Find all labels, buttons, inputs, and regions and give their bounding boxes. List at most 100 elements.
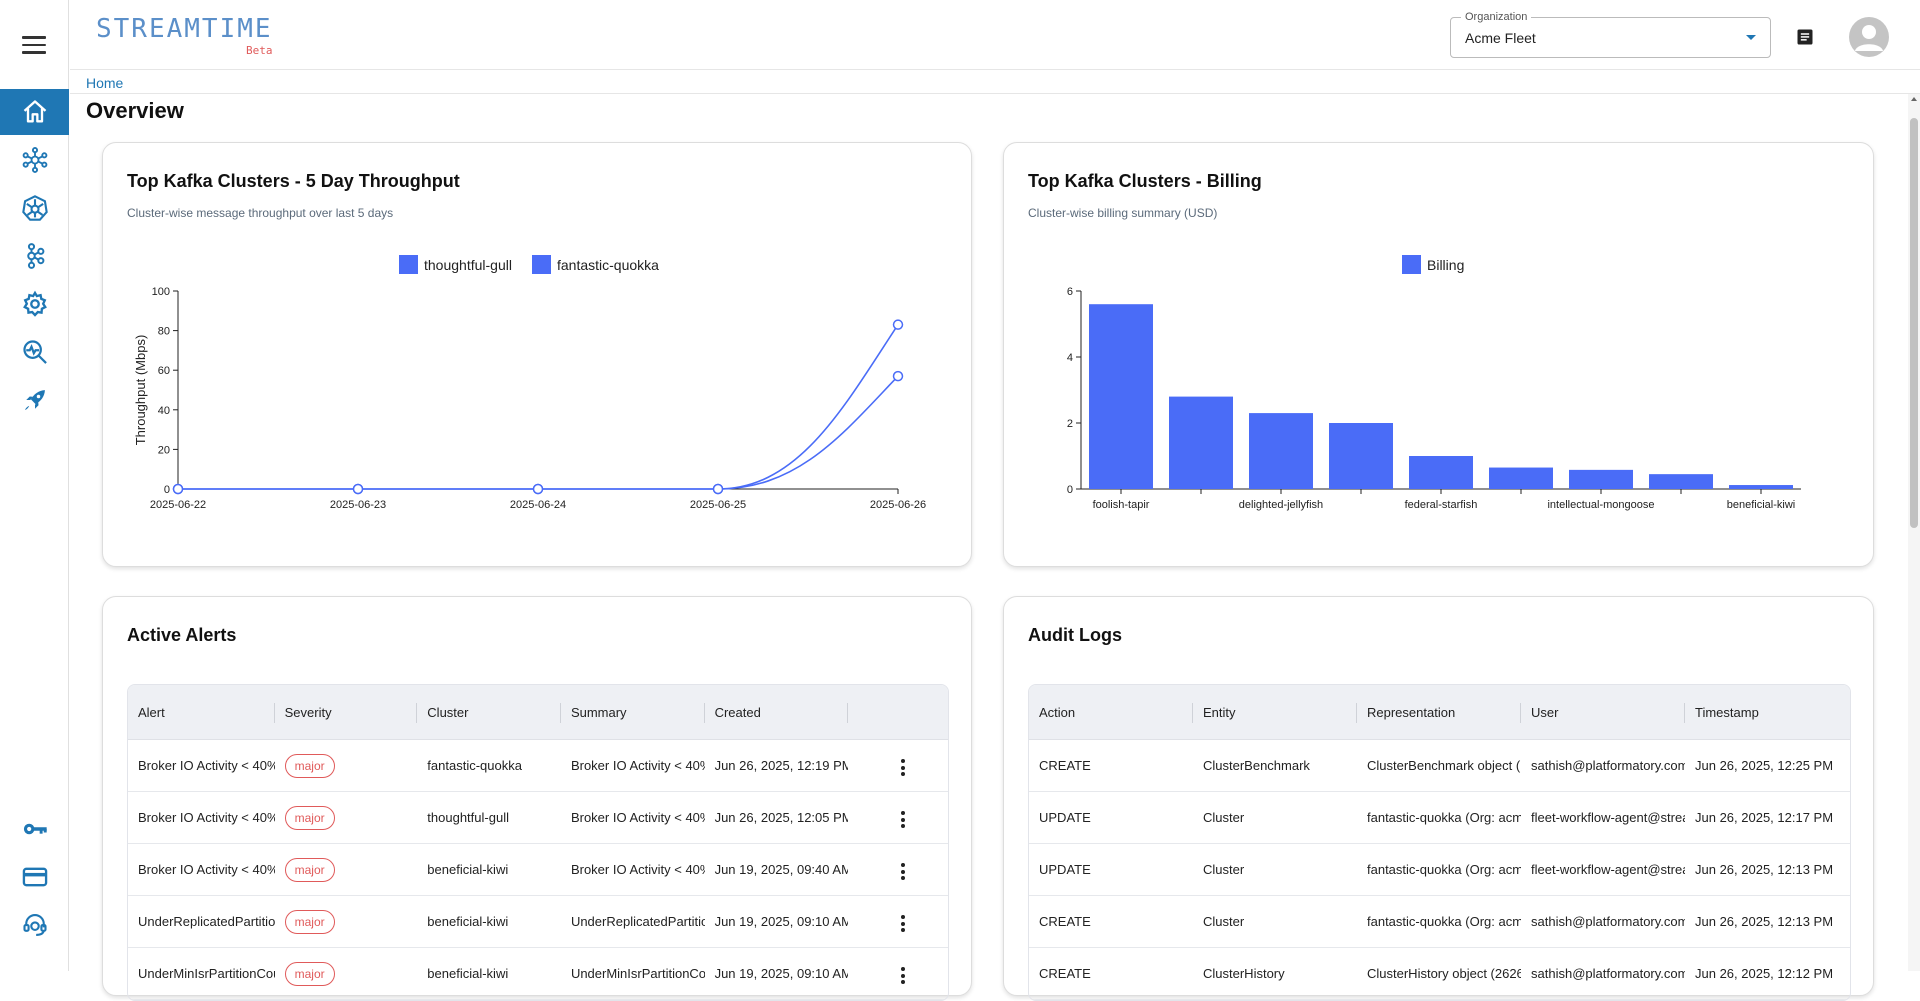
table-row[interactable]: CREATE Cluster fantastic-quokka (Org: acme… (1029, 896, 1850, 948)
action-cell: CREATE (1039, 758, 1091, 773)
chart-legend: Billing (1402, 255, 1464, 274)
scrollbar-thumb[interactable] (1910, 118, 1918, 528)
y-tick-label: 0 (1067, 484, 1073, 496)
table-row[interactable]: Broker IO Activity < 40% major thoughtful-… (128, 792, 948, 844)
alerts-col-severity[interactable]: Severity (275, 685, 418, 740)
nav-billing[interactable] (0, 854, 69, 900)
document-icon[interactable] (1795, 27, 1815, 47)
bar-c4[interactable] (1329, 423, 1393, 489)
bar-beneficial-kiwi[interactable] (1729, 485, 1793, 489)
page-scrollbar[interactable] (1908, 94, 1920, 971)
audit-col-timestamp[interactable]: Timestamp (1695, 705, 1759, 720)
audit-logs-card: Audit Logs Action Entity Representation … (1003, 596, 1874, 1001)
more-vert-icon[interactable] (901, 759, 906, 776)
user-cell: sathish@platformatory.com (1531, 914, 1685, 929)
row-actions-cell (848, 792, 948, 844)
y-tick-label: 6 (1067, 286, 1073, 298)
menu-icon[interactable] (22, 36, 46, 54)
data-point-fantastic-quokka[interactable] (172, 483, 184, 495)
series-line-thoughtful-gull[interactable] (178, 375, 899, 490)
nav-deploy[interactable] (0, 377, 69, 423)
legend-label-billing[interactable]: Billing (1427, 257, 1464, 273)
nav-kafka[interactable] (0, 233, 69, 279)
cluster-cell: fantastic-quokka (427, 758, 522, 773)
data-point-thoughtful-gull[interactable] (892, 370, 904, 382)
data-point-fantastic-quokka[interactable] (532, 483, 544, 495)
nav-network[interactable] (0, 137, 69, 183)
table-row[interactable]: Broker IO Activity < 40% major fantastic-q… (128, 740, 948, 792)
table-row[interactable]: CREATE ClusterBenchmark ClusterBenchmark o… (1029, 740, 1850, 792)
status-badge: major (284, 754, 335, 778)
app-logo[interactable]: STREAMTIME Beta (96, 14, 273, 57)
credit-card-icon (22, 867, 47, 887)
scroll-up-icon[interactable] (1911, 97, 1917, 101)
more-vert-icon[interactable] (901, 811, 906, 828)
nav-support[interactable] (0, 902, 69, 948)
bar-intellectual-mongoose[interactable] (1569, 469, 1633, 489)
alerts-col-summary[interactable]: Summary (561, 685, 705, 740)
bar-c2[interactable] (1169, 396, 1233, 489)
row-actions-cell (848, 948, 948, 1000)
data-point-fantastic-quokka[interactable] (712, 483, 724, 495)
user-cell: fleet-workflow-agent@streamtime (1531, 862, 1685, 877)
entity-cell: Cluster (1203, 914, 1245, 929)
table-row[interactable]: CREATE ClusterHistory ClusterHistory objec… (1029, 948, 1850, 1000)
table-row[interactable]: UnderReplicatedPartitions major beneficial… (128, 896, 948, 948)
audit-col-user[interactable]: User (1521, 685, 1685, 740)
legend-swatch-thoughtful-gull[interactable] (399, 255, 418, 274)
nav-api-keys[interactable] (0, 806, 69, 852)
legend-label-fantastic-quokka[interactable]: fantastic-quokka (557, 257, 659, 273)
data-point-fantastic-quokka[interactable] (892, 319, 904, 330)
legend-swatch-fantastic-quokka[interactable] (532, 255, 551, 274)
alerts-col-cluster[interactable]: Cluster (417, 685, 561, 740)
bar-c6[interactable] (1489, 467, 1553, 489)
x-tick-label: 2025-06-23 (330, 499, 386, 511)
more-vert-icon[interactable] (901, 863, 906, 880)
audit-col-representation[interactable]: Representation (1357, 685, 1521, 740)
y-tick-label: 60 (158, 365, 170, 377)
alert-name-cell: UnderReplicatedPartitions (138, 914, 275, 929)
organization-select[interactable]: Organization Acme Fleet (1450, 11, 1771, 58)
nav-home[interactable] (0, 89, 69, 135)
nav-settings[interactable] (0, 281, 69, 327)
legend-label-thoughtful-gull[interactable]: thoughtful-gull (424, 257, 512, 273)
billing-bar-chart: Billing 0 2 4 6 foolish-tapir delighted-jellyf… (1067, 255, 1801, 511)
summary-cell: Broker IO Activity < 40% (570, 758, 705, 773)
legend-swatch-billing[interactable] (1402, 255, 1421, 274)
rocket-icon (24, 390, 45, 410)
table-row[interactable]: UnderMinIsrPartitionCount major beneficial… (128, 948, 948, 1000)
audit-col-entity[interactable]: Entity (1193, 685, 1357, 740)
more-vert-icon[interactable] (901, 915, 906, 932)
table-row[interactable]: Broker IO Activity < 40% major beneficial-… (128, 844, 948, 896)
audit-col-action[interactable]: Action (1029, 685, 1193, 740)
more-vert-icon[interactable] (901, 967, 906, 984)
severity-cell: major (275, 740, 418, 792)
organization-value: Acme Fleet (1465, 30, 1536, 46)
action-cell: UPDATE (1039, 810, 1091, 825)
severity-cell: major (275, 896, 418, 948)
alerts-col-created[interactable]: Created (705, 685, 849, 740)
bar-delighted-jellyfish[interactable] (1249, 413, 1313, 489)
data-point-fantastic-quokka[interactable] (352, 483, 364, 495)
alerts-col-alert[interactable]: Alert (128, 685, 275, 740)
alert-name-cell: UnderMinIsrPartitionCount (138, 966, 275, 981)
series-line-fantastic-quokka[interactable] (178, 324, 899, 490)
x-tick-label: beneficial-kiwi (1727, 499, 1795, 511)
table-row[interactable]: UPDATE Cluster fantastic-quokka (Org: acme… (1029, 792, 1850, 844)
alert-name-cell: Broker IO Activity < 40% (138, 810, 275, 825)
bar-c8[interactable] (1649, 474, 1713, 489)
breadcrumb-home[interactable]: Home (86, 75, 124, 91)
throughput-card-title: Top Kafka Clusters - 5 Day Throughput (127, 171, 460, 191)
alert-name-cell: Broker IO Activity < 40% (138, 758, 275, 773)
table-row[interactable]: UPDATE Cluster fantastic-quokka (Org: acme… (1029, 844, 1850, 896)
bar-foolish-tapir[interactable] (1089, 304, 1153, 489)
logo-text: STREAMTIME (96, 14, 273, 44)
top-header: STREAMTIME Beta Organization Acme Fleet (70, 0, 1920, 70)
alerts-col-actions (848, 685, 948, 740)
bar-federal-starfish[interactable] (1409, 456, 1473, 489)
avatar[interactable] (1849, 17, 1889, 57)
nav-monitoring[interactable] (0, 329, 69, 375)
billing-card-subtitle: Cluster-wise billing summary (USD) (1028, 206, 1218, 220)
status-badge: major (284, 858, 335, 882)
nav-kubernetes[interactable] (0, 185, 69, 231)
